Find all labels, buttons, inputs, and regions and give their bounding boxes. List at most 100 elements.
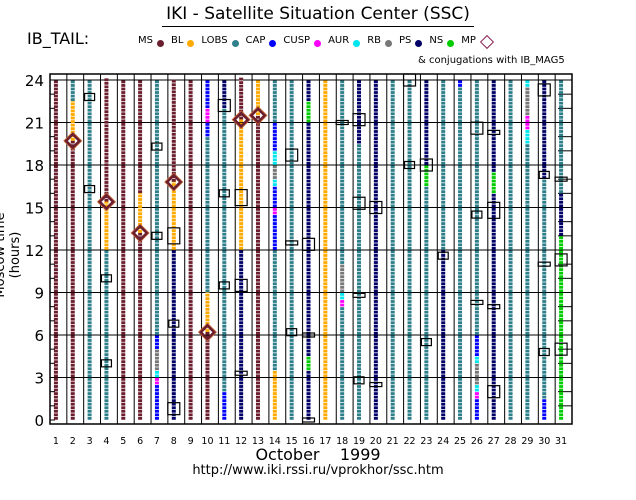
region-dot-lobs bbox=[104, 254, 109, 257]
region-dot-cap bbox=[154, 413, 159, 417]
region-dot-lobs bbox=[222, 370, 227, 374]
region-dot-ms bbox=[138, 360, 143, 364]
region-dot-lobs bbox=[154, 331, 159, 335]
region-dot-ps bbox=[441, 370, 446, 374]
region-dot-ms bbox=[255, 271, 260, 275]
region-dot-lobs bbox=[508, 413, 513, 417]
region-dot-ms bbox=[70, 193, 75, 197]
conjunction-marker bbox=[437, 251, 449, 260]
region-dot-ps bbox=[239, 282, 244, 286]
region-dot-lobs bbox=[340, 314, 345, 318]
region-dot-ms bbox=[104, 96, 109, 99]
region-dot-bl bbox=[70, 106, 75, 109]
region-dot-lobs bbox=[390, 413, 395, 417]
region-dot-ms bbox=[121, 378, 126, 381]
region-dot-ms bbox=[188, 250, 193, 254]
region-dot-ps bbox=[441, 346, 446, 349]
region-dot-ms bbox=[138, 409, 143, 413]
region-dot-ms bbox=[205, 374, 210, 378]
region-dot-ps bbox=[306, 176, 311, 179]
region-dot-ms bbox=[121, 133, 126, 137]
region-dot-ms bbox=[138, 94, 143, 98]
region-dot-ms bbox=[121, 293, 126, 296]
conjunction-marker bbox=[352, 196, 366, 210]
region-dot-lobs bbox=[272, 254, 277, 257]
region-dot-lobs bbox=[272, 314, 277, 318]
region-dot-ms bbox=[104, 166, 109, 170]
region-dot-ps bbox=[306, 94, 311, 98]
region-dot-lobs bbox=[104, 392, 109, 395]
region-dot-lobs bbox=[458, 296, 463, 300]
conjugations-note: & conjugations with IB_MAG5 bbox=[418, 55, 565, 66]
day-column-28 bbox=[508, 80, 513, 420]
region-dot-ps bbox=[373, 250, 378, 254]
region-dot-lobs bbox=[87, 275, 92, 279]
region-dot-ps bbox=[171, 395, 176, 399]
region-dot-lobs bbox=[87, 243, 92, 247]
region-dot-lobs bbox=[154, 317, 159, 321]
region-dot-ms bbox=[255, 161, 260, 165]
region-dot-ps bbox=[491, 80, 496, 84]
legend-item-aur: AUR bbox=[328, 35, 361, 47]
region-dot-lobs bbox=[205, 285, 210, 289]
region-dot-ps bbox=[491, 215, 496, 218]
region-dot-lobs bbox=[340, 172, 345, 176]
region-dot-ms bbox=[138, 87, 143, 91]
region-dot-lobs bbox=[104, 328, 109, 332]
region-dot-lobs bbox=[154, 169, 159, 172]
region-dot-lobs bbox=[441, 144, 446, 148]
region-dot-lobs bbox=[154, 112, 159, 116]
region-dot-ps bbox=[306, 222, 311, 225]
region-dot-lobs bbox=[390, 80, 395, 84]
region-dot-ms bbox=[138, 268, 143, 272]
region-dot-cap bbox=[542, 406, 547, 410]
x-tick-label: 26 bbox=[471, 436, 483, 447]
region-dot-ps bbox=[306, 232, 311, 236]
region-dot-aur bbox=[525, 130, 530, 133]
region-dot-lobs bbox=[458, 197, 463, 201]
region-dot-ms bbox=[188, 94, 193, 98]
region-dot-bl bbox=[171, 204, 176, 208]
region-dot-ns bbox=[559, 324, 564, 328]
region-dot-lobs bbox=[407, 399, 412, 403]
region-dot-ms bbox=[121, 147, 126, 151]
region-dot-ps bbox=[306, 268, 311, 272]
region-dot-lobs bbox=[508, 307, 513, 310]
region-dot-rb bbox=[272, 165, 277, 169]
region-dot-ms bbox=[70, 236, 75, 240]
region-dot-bl bbox=[323, 271, 328, 275]
region-dot-ps bbox=[373, 200, 378, 204]
region-dot-lobs bbox=[542, 197, 547, 201]
region-dot-lobs bbox=[407, 416, 412, 420]
region-dot-lobs bbox=[508, 370, 513, 374]
region-dot-lobs bbox=[390, 246, 395, 250]
region-dot-ms bbox=[138, 300, 143, 303]
region-dot-lobs bbox=[357, 200, 362, 204]
region-dot-ps bbox=[222, 105, 227, 109]
region-dot-lobs bbox=[407, 413, 412, 417]
region-dot-lobs bbox=[222, 250, 227, 254]
region-dot-lobs bbox=[559, 119, 564, 123]
region-dot-lobs bbox=[272, 331, 277, 335]
region-dot-bl bbox=[323, 385, 328, 388]
region-dot-lobs bbox=[222, 246, 227, 250]
region-dot-ps bbox=[239, 374, 244, 378]
region-dot-ms bbox=[255, 254, 260, 257]
region-dot-ms bbox=[70, 268, 75, 272]
region-dot-lobs bbox=[474, 282, 479, 286]
region-dot-ms bbox=[121, 200, 126, 204]
region-dot-lobs bbox=[424, 310, 429, 314]
region-dot-ms bbox=[255, 126, 260, 130]
region-dot-lobs bbox=[458, 321, 463, 325]
region-dot-lobs bbox=[525, 378, 530, 381]
region-dot-ms bbox=[121, 342, 126, 346]
region-dot-ms bbox=[138, 101, 143, 105]
region-dot-ms bbox=[188, 137, 193, 140]
region-dot-ps bbox=[239, 413, 244, 417]
region-dot-aur bbox=[272, 183, 277, 187]
region-dot-ps bbox=[373, 87, 378, 91]
region-dot-lobs bbox=[357, 183, 362, 187]
region-dot-lobs bbox=[390, 289, 395, 293]
region-dot-cusp bbox=[525, 115, 530, 119]
region-dot-lobs bbox=[542, 317, 547, 321]
